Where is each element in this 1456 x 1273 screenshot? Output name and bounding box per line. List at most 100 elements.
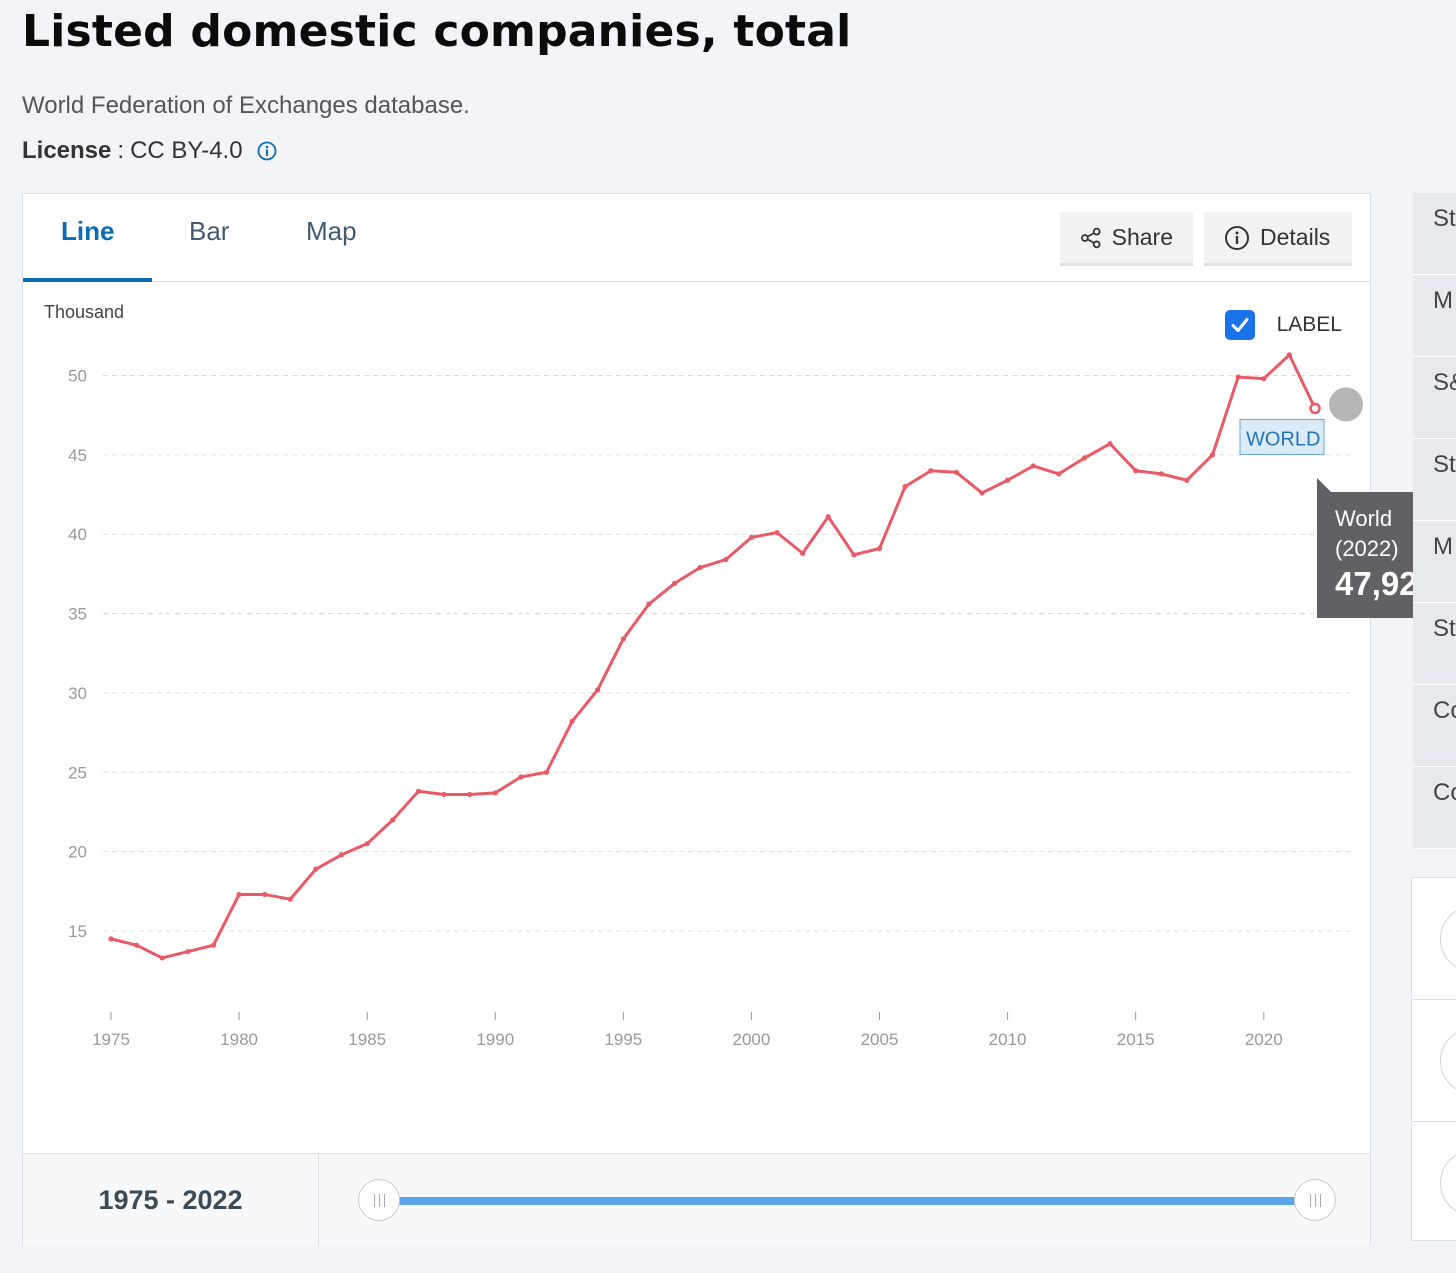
data-point[interactable]: [1235, 374, 1241, 380]
range-footer: 1975 - 2022: [23, 1153, 1370, 1246]
data-point[interactable]: [210, 942, 217, 948]
data-point[interactable]: [492, 790, 498, 796]
related-indicator-item[interactable]: S& ch: [1413, 357, 1456, 439]
related-card[interactable]: [1412, 1000, 1456, 1122]
related-card[interactable]: [1412, 878, 1456, 1000]
data-point[interactable]: [108, 936, 114, 942]
data-point[interactable]: [825, 514, 831, 520]
data-point[interactable]: [1184, 477, 1190, 483]
tab-bar[interactable]: Bar: [189, 216, 230, 246]
series-label-box: [1239, 418, 1325, 455]
range-end-handle[interactable]: [1294, 1179, 1336, 1221]
data-point[interactable]: [928, 468, 934, 474]
y-tick-label: 45: [68, 446, 87, 465]
data-point[interactable]: [876, 545, 883, 552]
data-point[interactable]: [979, 490, 985, 496]
share-label: Share: [1111, 224, 1173, 250]
x-tick-label: 1995: [604, 1030, 642, 1049]
info-circle-icon: [1225, 225, 1249, 250]
related-indicator-item[interactable]: St: [1413, 603, 1456, 685]
data-point[interactable]: [1209, 452, 1216, 458]
details-label: Details: [1260, 224, 1331, 250]
data-point[interactable]: [1158, 471, 1164, 477]
data-point[interactable]: [415, 788, 422, 794]
data-point[interactable]: [671, 580, 678, 586]
data-point[interactable]: [851, 552, 857, 558]
related-indicator-item[interactable]: M co: [1413, 275, 1456, 357]
hover-marker: [1329, 387, 1363, 422]
page-title: Listed domestic companies, total: [22, 6, 852, 57]
data-point[interactable]: [697, 564, 703, 571]
x-tick-label: 1985: [348, 1030, 386, 1049]
data-point[interactable]: [1056, 471, 1062, 477]
tooltip-year: (2022): [1335, 536, 1399, 561]
related-indicator-item[interactable]: St sh: [1413, 193, 1456, 275]
license-label: License: [22, 137, 112, 164]
tab-map[interactable]: Map: [306, 216, 357, 246]
data-point[interactable]: [774, 530, 780, 536]
label-toggle[interactable]: LABEL: [1224, 310, 1342, 340]
x-tick-label: 2010: [989, 1030, 1027, 1049]
x-tick-label: 2020: [1245, 1030, 1283, 1049]
data-point[interactable]: [1004, 477, 1011, 483]
data-point[interactable]: [236, 891, 242, 898]
data-point[interactable]: [390, 817, 396, 823]
related-indicator-item[interactable]: St: [1413, 439, 1456, 521]
related-indicator-item[interactable]: M co: [1413, 521, 1456, 603]
y-axis-ticks: 15 20 25 30 35 40 45 50: [68, 367, 87, 941]
data-point[interactable]: [364, 841, 370, 847]
active-tab-indicator: [23, 278, 152, 282]
data-point[interactable]: [134, 942, 140, 948]
highlighted-data-point[interactable]: [1309, 402, 1321, 415]
data-point[interactable]: [518, 774, 524, 780]
range-start-handle[interactable]: [358, 1179, 400, 1221]
x-tick-label: 1990: [476, 1030, 514, 1049]
data-point[interactable]: [287, 896, 293, 902]
x-tick-label: 2005: [861, 1030, 899, 1049]
info-circle-icon[interactable]: [257, 141, 277, 161]
checkmark-icon: [1231, 318, 1249, 332]
y-tick-label: 40: [68, 525, 87, 544]
label-checkbox[interactable]: [1224, 310, 1255, 340]
data-point[interactable]: [185, 948, 191, 955]
data-point[interactable]: [1133, 468, 1139, 474]
related-indicators-list: St shM coS& chStM coStCoCo: [1413, 193, 1456, 849]
license-separator: :: [117, 137, 125, 164]
y-tick-label: 20: [68, 843, 87, 862]
series-label: WORLD: [1246, 428, 1320, 450]
data-point[interactable]: [569, 718, 575, 725]
data-point[interactable]: [1286, 352, 1292, 358]
related-indicator-item[interactable]: Co: [1413, 767, 1456, 849]
related-indicator-item[interactable]: Co: [1413, 685, 1456, 767]
data-point[interactable]: [1261, 376, 1267, 382]
data-point[interactable]: [262, 891, 268, 898]
data-point[interactable]: [595, 687, 601, 693]
data-point[interactable]: [1030, 463, 1036, 469]
data-point[interactable]: [800, 550, 806, 556]
data-point[interactable]: [441, 791, 447, 798]
data-point[interactable]: [1081, 455, 1088, 461]
data-point[interactable]: [313, 866, 319, 872]
data-point[interactable]: [1107, 441, 1113, 447]
data-point[interactable]: [338, 852, 345, 858]
tooltip-arrow: [1317, 478, 1331, 492]
details-button[interactable]: Details: [1204, 212, 1352, 266]
share-button[interactable]: Share: [1060, 212, 1193, 266]
data-point[interactable]: [748, 534, 755, 540]
range-slider-track[interactable]: [379, 1197, 1317, 1205]
chart-panel: Line Bar Map Share Details: [22, 193, 1371, 1246]
data-point[interactable]: [543, 769, 550, 775]
data-point[interactable]: [159, 955, 165, 961]
data-point[interactable]: [620, 636, 626, 642]
series-world: [108, 352, 1317, 961]
data-point[interactable]: [467, 791, 473, 798]
data-point[interactable]: [953, 469, 959, 475]
data-point[interactable]: [902, 483, 908, 490]
data-point[interactable]: [723, 556, 729, 563]
x-tick-label: 2000: [733, 1030, 771, 1049]
related-card[interactable]: [1412, 1122, 1456, 1243]
data-point[interactable]: [646, 601, 652, 607]
tab-line[interactable]: Line: [61, 216, 115, 246]
y-tick-label: 30: [68, 684, 87, 703]
